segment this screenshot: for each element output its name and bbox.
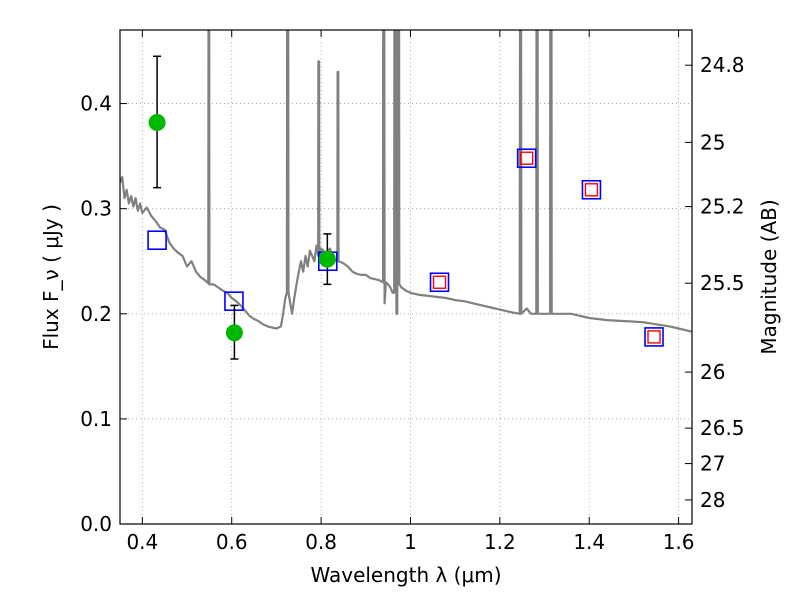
- series-group: [120, 30, 692, 360]
- x-axis-label: Wavelength λ (μm): [310, 563, 501, 587]
- x-tick-label: 1.6: [663, 530, 695, 554]
- x-tick-label: 1: [404, 530, 417, 554]
- y-tick-label: 0.2: [80, 302, 112, 326]
- model-photometry-square: [644, 327, 664, 347]
- model-photometry-square: [429, 272, 450, 293]
- inner-red-square: [647, 330, 661, 344]
- plot-frame: [119, 29, 693, 525]
- inner-red-square: [584, 183, 599, 197]
- x-tick-label: 0.8: [305, 530, 337, 554]
- inner-red-square: [519, 151, 534, 165]
- y2-axis-label: Magnitude (AB): [757, 199, 781, 354]
- y-axis-label: Flux F_ν ( μJy ): [39, 204, 63, 350]
- y2-tick-label: 25.5: [700, 271, 745, 295]
- observed-flux-point: [225, 324, 243, 342]
- x-tick-label: 1.4: [573, 530, 605, 554]
- x-tick-label: 0.4: [126, 530, 158, 554]
- y2-tick-label: 26.5: [700, 416, 745, 440]
- x-tick-label: 0.6: [216, 530, 248, 554]
- data-layer: [120, 30, 692, 360]
- y2-tick-label: 28: [700, 488, 725, 512]
- y-tick-label: 0.1: [80, 407, 112, 431]
- observed-flux-point: [318, 250, 336, 268]
- y2-tick-label: 26: [700, 360, 725, 384]
- model-photometry-square: [516, 148, 537, 169]
- y2-tick-label: 25.2: [700, 195, 745, 219]
- y2-tick-label: 27: [700, 452, 725, 476]
- model-photometry-square: [581, 179, 602, 200]
- y2-tick-label: 25: [700, 130, 725, 154]
- y2-tick-label: 24.8: [700, 53, 745, 77]
- y-tick-label: 0.4: [80, 92, 112, 116]
- axis-ticks: 0.4 0.6 0.8 1 1.2 1.4 1.6 0.0 0.1 0.2 0.3 0.4 24.8 25…: [80, 30, 745, 554]
- x-tick-label: 1.2: [484, 530, 516, 554]
- observed-flux-point: [148, 113, 166, 131]
- model-photometry-square: [147, 230, 167, 251]
- inner-red-square: [432, 275, 447, 289]
- y-tick-label: 0.0: [80, 512, 112, 536]
- y-tick-label: 0.3: [80, 197, 112, 221]
